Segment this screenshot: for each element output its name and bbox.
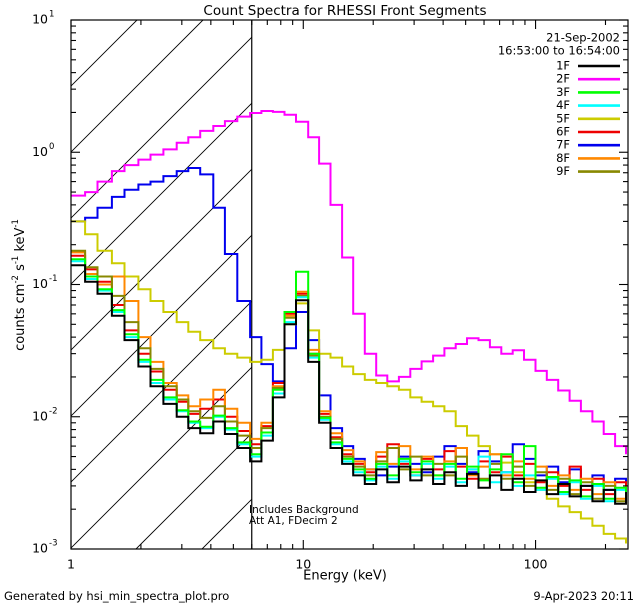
y-tick-exponent: -2 <box>49 406 57 416</box>
annotation-att-fdecim: Att A1, FDecim 2 <box>249 515 338 527</box>
hatched-region <box>71 20 253 549</box>
legend-label-9f: 9F <box>556 164 570 178</box>
plot-frame <box>70 19 629 550</box>
footer-timestamp: 9-Apr-2023 20:11 <box>533 589 634 603</box>
svg-text:counts cm-2 s-1 keV-1: counts cm-2 s-1 keV-1 <box>11 219 28 351</box>
y-tick-label: 10 <box>32 408 48 423</box>
spectrum-curve-1f <box>71 264 627 505</box>
legend-label-2f: 2F <box>556 72 570 86</box>
y-axis-label: counts cm-2 s-1 keV-1 <box>11 219 28 351</box>
y-tick-label: 10 <box>32 12 48 27</box>
spectrum-curve-2f <box>71 110 627 455</box>
footer-generator: Generated by hsi_min_spectra_plot.pro <box>4 589 230 603</box>
x-axis-ticks: 1 10 100 <box>67 20 607 572</box>
y-tick-label: 10 <box>32 276 48 291</box>
x-tick-label: 1 <box>67 557 75 572</box>
legend-label-8f: 8F <box>556 151 570 165</box>
legend-label-4f: 4F <box>556 98 570 112</box>
x-tick-label: 100 <box>524 557 548 572</box>
observation-date: 21-Sep-2002 <box>546 31 620 45</box>
legend-label-7f: 7F <box>556 138 570 152</box>
y-tick-exponent: -1 <box>49 274 57 284</box>
page-title: Count Spectra for RHESSI Front Segments <box>203 3 486 19</box>
observation-interval: 16:53:00 to 16:54:00 <box>498 44 620 58</box>
legend-label-5f: 5F <box>556 111 570 125</box>
spectrum-curve-7f <box>71 167 627 495</box>
y-tick-exponent: 0 <box>49 142 54 152</box>
spectrum-curve-9f <box>71 249 627 503</box>
legend-label-6f: 6F <box>556 125 570 139</box>
annotation-includes-background: Includes Background <box>249 504 359 516</box>
legend-label-1f: 1F <box>556 59 570 73</box>
y-tick-label: 10 <box>32 541 48 556</box>
x-tick-label: 10 <box>295 557 311 572</box>
y-tick-exponent: -3 <box>49 539 57 549</box>
x-axis-label: Energy (keV) <box>303 569 387 584</box>
y-tick-exponent: 1 <box>49 10 54 20</box>
legend-label-3f: 3F <box>556 85 570 99</box>
y-tick-label: 10 <box>32 144 48 159</box>
spectra-curves <box>71 110 627 544</box>
